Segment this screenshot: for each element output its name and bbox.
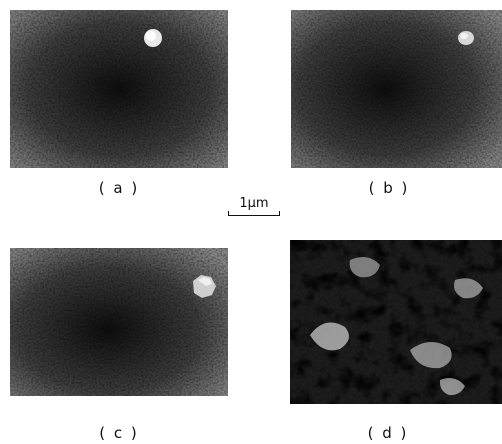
scale-bar-line [228,211,280,216]
sem-image-d [290,240,502,404]
sem-image-b [291,10,502,168]
caption-b: ( b ) [368,179,410,197]
caption-d: ( d ) [367,424,409,442]
scale-bar-label: 1μm [239,196,269,211]
caption-c: ( c ) [99,424,139,442]
sem-micrograph-c [10,248,228,396]
sem-image-a [10,10,228,168]
sem-micrograph-d [290,240,502,404]
sem-image-c [10,248,228,396]
sem-micrograph-a [10,10,228,168]
scale-bar: 1μm [226,196,282,220]
sem-micrograph-b [291,10,502,168]
caption-a: ( a ) [98,179,140,197]
